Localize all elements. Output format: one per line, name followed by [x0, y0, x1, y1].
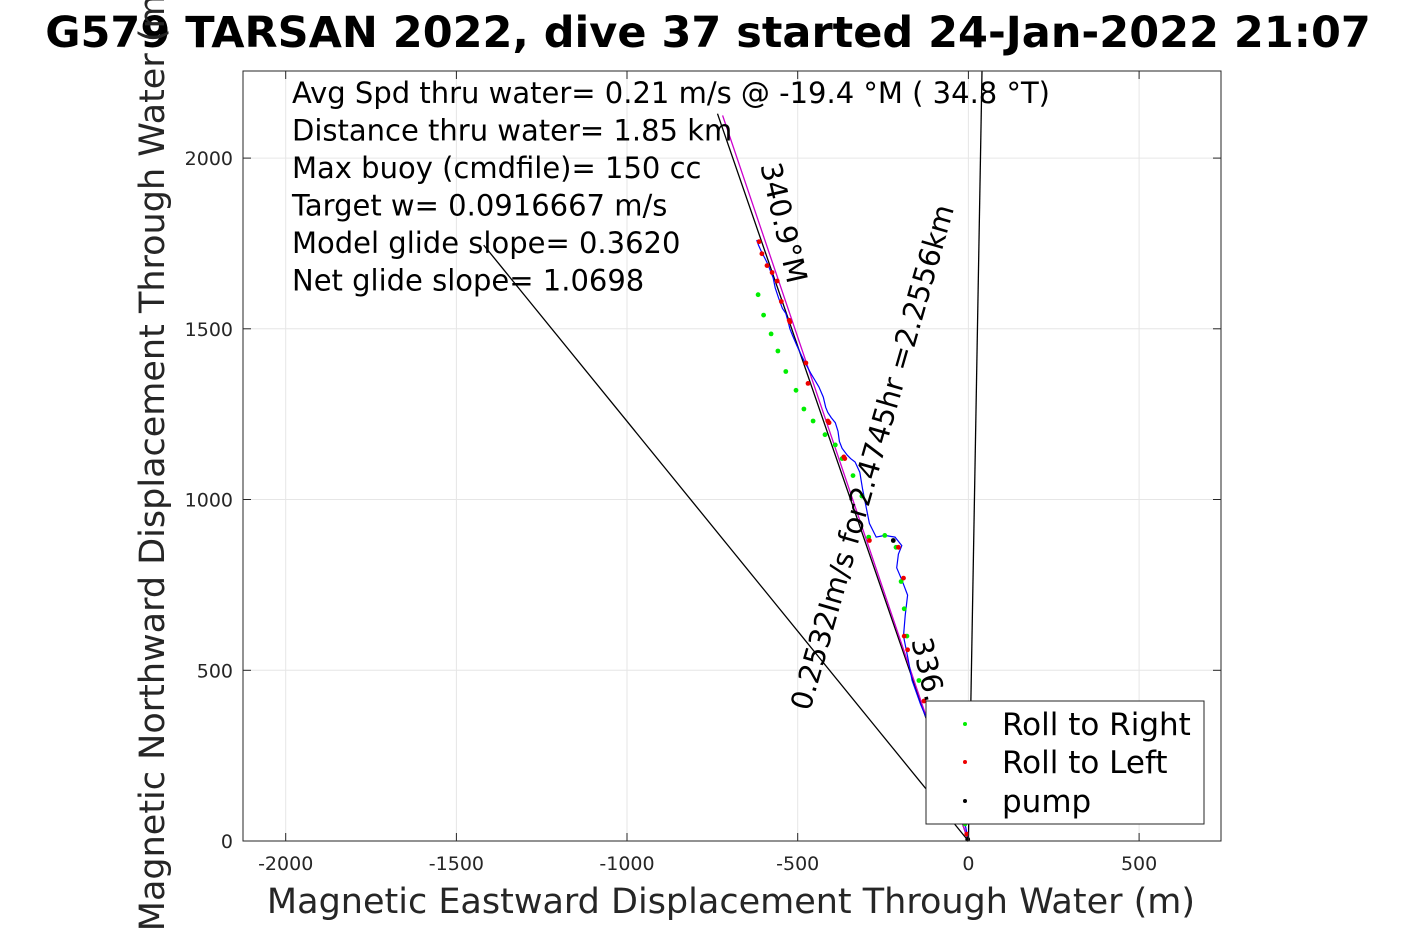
marker-pump: [890, 538, 896, 543]
y-tick-label: 0: [221, 831, 233, 853]
track-line: [756, 239, 969, 842]
legend-marker-roll-left: [963, 760, 967, 764]
marker-roll-to-right: [850, 473, 856, 478]
plot-area-frame: [242, 70, 1222, 842]
x-tick-label: 500: [1121, 853, 1157, 875]
x-tick-label: -1500: [429, 853, 484, 875]
marker-roll-to-left: [774, 278, 780, 284]
marker-roll-to-right: [882, 533, 888, 538]
marker-roll-to-left: [764, 263, 770, 268]
x-tick-label: -500: [776, 853, 819, 875]
y-axis-label: Magnetic Northward Displacement Through …: [133, 0, 173, 931]
legend: Roll to Right Roll to Left pump: [925, 700, 1205, 825]
annotation-line: Target w= 0.0916667 m/s: [291, 189, 667, 223]
annotation-line: Avg Spd thru water= 0.21 m/s @ -19.4 °M …: [292, 76, 1050, 110]
marker-roll-to-left: [901, 575, 906, 581]
marker-roll-to-left: [896, 544, 901, 550]
y-tick-label: 500: [197, 660, 233, 682]
marker-roll-to-right: [793, 387, 799, 393]
annotation-line: Model glide slope= 0.3620: [292, 226, 680, 260]
legend-label-roll-left: Roll to Left: [1002, 745, 1168, 781]
marker-roll-to-right: [916, 678, 922, 683]
y-tick-label: 1000: [185, 490, 233, 512]
marker-roll-to-right: [898, 579, 904, 584]
marker-roll-to-right: [810, 418, 816, 424]
y-tick-label: 1500: [185, 319, 233, 341]
annotation-line: Max buoy (cmdfile)= 150 cc: [292, 151, 701, 185]
marker-roll-to-left: [803, 360, 809, 366]
annotation-block: Avg Spd thru water= 0.21 m/s @ -19.4 °M …: [291, 76, 1050, 298]
chart-title: G579 TARSAN 2022, dive 37 started 24-Jan…: [45, 8, 1371, 58]
marker-roll-to-right: [859, 493, 865, 499]
marker-roll-to-left: [786, 317, 792, 323]
annotation-line: Net glide slope= 1.0698: [292, 264, 644, 298]
annotation-line: Distance thru water= 1.85 km: [292, 114, 732, 148]
x-tick-label: -1000: [599, 853, 654, 875]
marker-roll-to-left: [901, 633, 907, 639]
marker-roll-to-left: [778, 299, 784, 304]
marker-roll-to-right: [768, 331, 774, 337]
legend-marker-pump: [963, 799, 967, 803]
legend-label-pump: pump: [1002, 784, 1091, 820]
marker-roll-to-left: [805, 381, 811, 386]
marker-roll-to-right: [775, 348, 781, 354]
legend-label-roll-right: Roll to Right: [1002, 707, 1191, 743]
marker-roll-to-right: [755, 292, 761, 298]
marker-roll-to-left: [905, 647, 910, 653]
x-tick-label: -2000: [258, 853, 313, 875]
marker-roll-to-left: [759, 251, 765, 257]
marker-roll-to-left: [921, 698, 927, 704]
marker-roll-to-left: [769, 270, 775, 275]
x-tick-label: 0: [962, 853, 974, 875]
grid-lines: [243, 71, 1221, 842]
legend-marker-roll-right: [963, 722, 967, 726]
marker-roll-to-right: [901, 606, 907, 612]
marker-roll-to-left: [964, 831, 970, 837]
marker-roll-to-right: [783, 369, 789, 374]
track-layer: [756, 239, 969, 842]
x-axis-label: Magnetic Eastward Displacement Through W…: [267, 882, 1195, 922]
marker-roll-to-right: [801, 406, 807, 412]
marker-roll-to-left: [867, 538, 872, 543]
marker-roll-to-left: [825, 418, 831, 424]
marker-roll-to-left: [841, 454, 847, 460]
y-tick-label: 2000: [185, 148, 233, 170]
direction-line-2: [483, 244, 969, 842]
legend-box: [925, 700, 1205, 825]
marker-roll-to-left: [756, 239, 762, 245]
marker-roll-to-right: [832, 442, 838, 448]
marker-roll-to-right: [822, 432, 828, 438]
marker-roll-to-right: [761, 312, 766, 318]
axis-ticks: -2000 -1500 -1000 -500 0 500 0 500 1000 1500 2000: [185, 71, 1221, 875]
